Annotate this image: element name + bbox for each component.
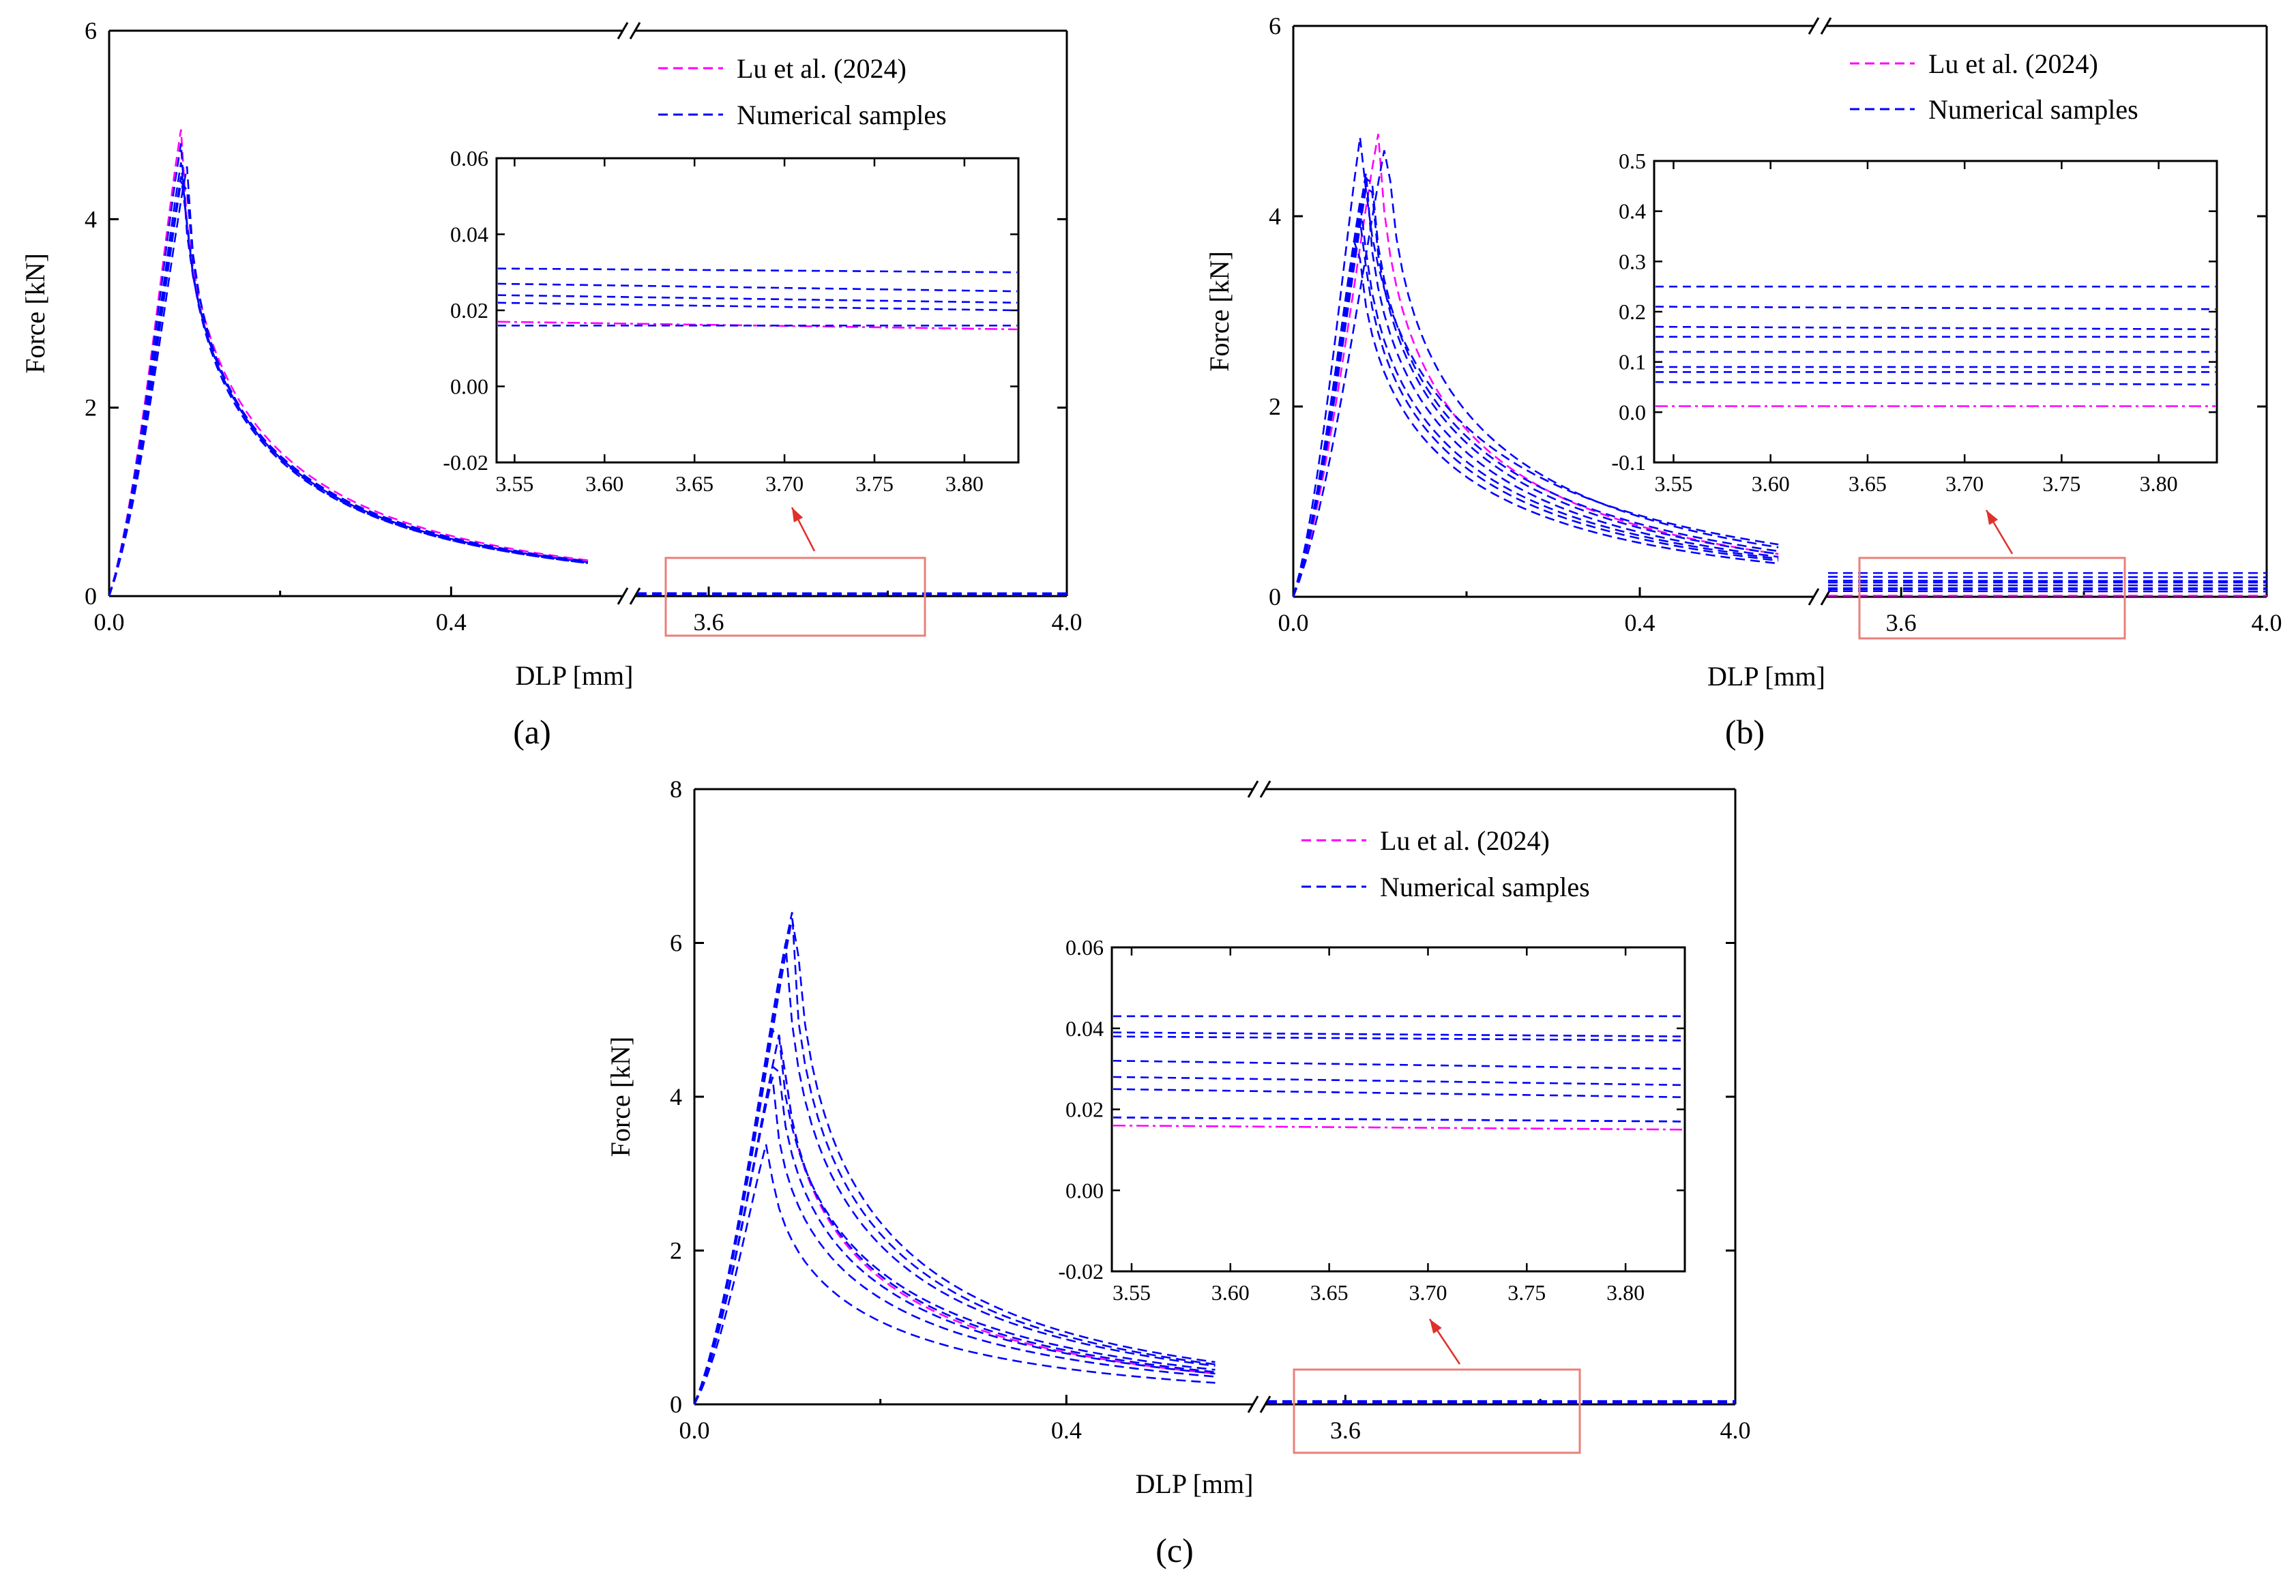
y-axis-label: Force [kN] — [20, 253, 50, 374]
x-axis-label: DLP [mm] — [1707, 661, 1825, 692]
inset-x-tick-label: 3.65 — [1849, 471, 1887, 496]
chart-panel-a: 0 2 4 6 0.0 0.4 3.6 4.0 DLP [mm] Force [kN] -0.02 0… — [20, 17, 1083, 751]
inset-y-tick-label: 0.2 — [1619, 299, 1646, 324]
inset-y-tick-label: 0.06 — [450, 146, 488, 171]
inset-y-tick-label: 0.02 — [1065, 1097, 1104, 1122]
y-tick-label: 2 — [1269, 393, 1281, 420]
y-tick-label: 0 — [1269, 583, 1281, 610]
inset-x-tick-label: 3.80 — [945, 471, 984, 496]
y-tick-label: 2 — [85, 394, 97, 422]
inset-y-tick-label: -0.02 — [1058, 1259, 1104, 1284]
x-axis-label: DLP [mm] — [516, 660, 634, 691]
inset-x-tick-label: 3.70 — [1945, 471, 1984, 496]
x-axis-label: DLP [mm] — [1136, 1468, 1254, 1499]
inset-frame — [1112, 947, 1685, 1271]
legend-label-reference: Lu et al. (2024) — [1928, 48, 2098, 79]
x-tick-label: 3.6 — [694, 608, 724, 636]
inset-y-tick-label: 0.4 — [1619, 199, 1646, 224]
inset-y-tick-label: 0.5 — [1619, 149, 1646, 173]
y-tick-label: 6 — [85, 17, 97, 44]
inset-x-tick-label: 3.70 — [765, 471, 804, 496]
inset-y-tick-label: 0.06 — [1065, 935, 1104, 960]
zoom-arrow-head — [792, 507, 803, 522]
inset-x-tick-label: 3.60 — [1211, 1280, 1250, 1305]
inset-chart-a: -0.02 0.00 0.02 0.04 0.06 3.55 3.60 3.65 3.70 3.7… — [443, 146, 1018, 496]
inset-x-tick-label: 3.75 — [2042, 471, 2080, 496]
inset-frame — [497, 158, 1018, 462]
y-tick-label: 8 — [670, 775, 682, 803]
inset-x-tick-label: 3.80 — [1606, 1280, 1645, 1305]
y-axis-label: Force [kN] — [1204, 251, 1235, 372]
y-tick-label: 6 — [670, 930, 682, 957]
y-tick-label: 4 — [670, 1083, 682, 1110]
legend-label-samples: Numerical samples — [737, 100, 947, 130]
inset-y-tick-label: 0.04 — [1065, 1016, 1104, 1041]
legend-label-reference: Lu et al. (2024) — [737, 53, 907, 84]
x-tick-label: 0.0 — [679, 1417, 710, 1444]
x-tick-label: 0.0 — [1278, 609, 1309, 636]
legend-label-reference: Lu et al. (2024) — [1380, 825, 1550, 856]
inset-x-tick-label: 3.70 — [1409, 1280, 1447, 1305]
x-tick-label: 0.4 — [1051, 1417, 1082, 1444]
inset-y-tick-label: 0.3 — [1619, 249, 1646, 274]
x-tick-label: 0.4 — [1625, 609, 1655, 636]
y-tick-label: 2 — [670, 1237, 682, 1265]
inset-x-tick-label: 3.75 — [855, 471, 894, 496]
y-axis-label: Force [kN] — [605, 1037, 636, 1157]
inset-y-tick-label: 0.02 — [450, 298, 488, 323]
chart-panel-b: 0 2 4 6 0.0 0.4 3.6 4.0 DLP [mm] Force [kN] -0.1 0.… — [1204, 12, 2282, 751]
x-tick-label: 4.0 — [2252, 609, 2282, 636]
x-tick-label: 3.6 — [1886, 609, 1917, 636]
x-tick-label: 0.4 — [436, 608, 467, 636]
x-tick-label: 0.0 — [94, 608, 125, 636]
legend-label-samples: Numerical samples — [1928, 94, 2138, 125]
x-tick-label: 4.0 — [1720, 1417, 1751, 1444]
inset-x-tick-label: 3.75 — [1507, 1280, 1546, 1305]
sample-residual — [1828, 591, 2267, 592]
inset-x-tick-label: 3.55 — [1113, 1280, 1151, 1305]
inset-y-tick-label: 0.00 — [450, 374, 488, 399]
sample-residual — [1828, 580, 2267, 581]
chart-panel-c: 0 2 4 6 8 0.0 0.4 3.6 4.0 DLP [mm] Force [kN] -0.02… — [605, 775, 1751, 1569]
inset-x-tick-label: 3.60 — [1752, 471, 1790, 496]
y-tick-label: 0 — [670, 1391, 682, 1418]
inset-y-tick-label: -0.1 — [1611, 450, 1646, 475]
inset-x-tick-label: 3.65 — [675, 471, 713, 496]
inset-y-tick-label: 0.04 — [450, 222, 488, 247]
inset-frame — [1654, 161, 2217, 462]
legend-label-samples: Numerical samples — [1380, 872, 1590, 902]
inset-x-tick-label: 3.80 — [2140, 471, 2178, 496]
inset-x-tick-label: 3.55 — [1654, 471, 1692, 496]
y-tick-label: 6 — [1269, 12, 1281, 40]
inset-chart-b: -0.1 0.0 0.1 0.2 0.3 0.4 0.5 3.55 3.60 3.65 3.70 3.… — [1611, 149, 2217, 496]
panel-caption: (c) — [1156, 1531, 1194, 1569]
x-tick-label: 3.6 — [1330, 1417, 1361, 1444]
inset-x-tick-label: 3.60 — [585, 471, 623, 496]
inset-y-tick-label: 0.00 — [1065, 1178, 1104, 1202]
y-tick-label: 0 — [85, 582, 97, 610]
x-tick-label: 4.0 — [1052, 608, 1083, 636]
inset-y-tick-label: 0.0 — [1619, 400, 1646, 424]
sample-residual — [1828, 577, 2267, 578]
inset-x-tick-label: 3.55 — [495, 471, 533, 496]
zoom-arrow-head — [1986, 510, 1998, 525]
y-tick-label: 4 — [1269, 203, 1281, 230]
inset-y-tick-label: -0.02 — [443, 450, 488, 475]
zoom-arrow-head — [1430, 1319, 1442, 1333]
inset-x-tick-label: 3.65 — [1310, 1280, 1349, 1305]
inset-chart-c: -0.02 0.00 0.02 0.04 0.06 3.55 3.60 3.65 3.70 3.7… — [1058, 935, 1685, 1305]
inset-y-tick-label: 0.1 — [1619, 350, 1646, 374]
panel-caption: (b) — [1725, 713, 1765, 751]
panel-caption: (a) — [513, 713, 551, 751]
y-tick-label: 4 — [85, 205, 97, 233]
